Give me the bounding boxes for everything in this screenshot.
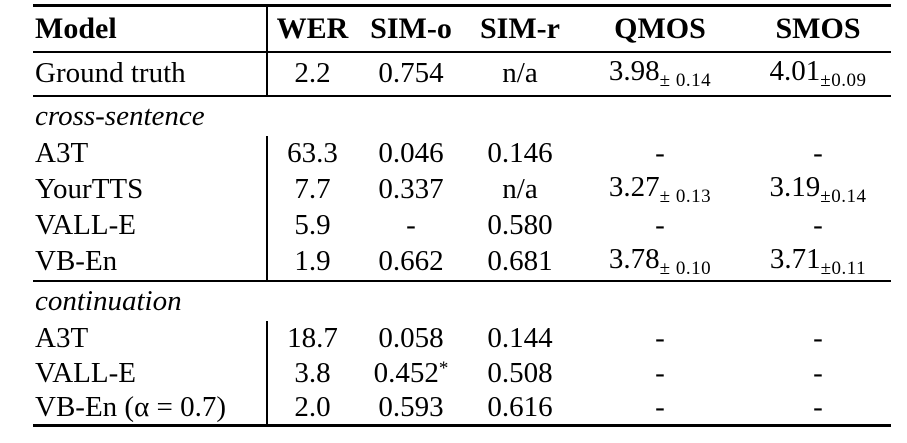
cell-model: VALL-E bbox=[35, 356, 136, 389]
cell-qmos: 3.78± 0.10 bbox=[575, 242, 745, 282]
cell-sim-o: 0.058 bbox=[378, 321, 444, 354]
cell-qmos: - bbox=[655, 208, 665, 241]
cell-wer: 2.0 bbox=[266, 390, 357, 426]
cell-sim-r: 0.508 bbox=[487, 356, 553, 389]
col-header-model: Model bbox=[33, 5, 267, 53]
cell-wer: 3.8 bbox=[266, 355, 357, 391]
cell-wer: 18.7 bbox=[266, 320, 357, 356]
col-header-qmos: QMOS bbox=[575, 5, 745, 53]
cell-sim-o: 0.593 bbox=[378, 390, 444, 423]
section-label-row-cross-sentence: cross-sentence bbox=[33, 96, 891, 136]
section-label: cross-sentence bbox=[35, 99, 205, 132]
table-row: VB-En 1.9 0.662 0.681 3.78± 0.10 3.71±0.… bbox=[33, 242, 891, 282]
cell-sim-o: 0.452* bbox=[357, 356, 465, 391]
cell-value: 0.452 bbox=[373, 356, 439, 389]
cell-sim-r: 0.681 bbox=[465, 242, 575, 282]
cell-wer: 5.9 bbox=[266, 207, 357, 243]
cell-wer: 7.7 bbox=[266, 170, 357, 208]
col-header-sim-r: SIM-r bbox=[465, 5, 575, 53]
cell-wer: 2.2 bbox=[266, 51, 357, 97]
header-row: Model WER SIM-o SIM-r QMOS SMOS bbox=[33, 5, 891, 53]
cell-value: 4.01 bbox=[769, 55, 821, 87]
cell-smos: - bbox=[813, 208, 823, 241]
table-row: VALL-E 5.9 - 0.580 - - bbox=[33, 207, 891, 243]
cell-model: VALL-E bbox=[35, 208, 136, 241]
cell-smos: - bbox=[813, 321, 823, 354]
cell-subscript: ±0.11 bbox=[820, 257, 867, 279]
cell-value: 3.98 bbox=[608, 55, 660, 87]
table-row: VB-En (α = 0.7) 2.0 0.593 0.616 - - bbox=[33, 390, 891, 426]
cell-sim-r: 0.616 bbox=[487, 390, 553, 423]
cell-qmos: - bbox=[655, 390, 665, 423]
table-row: YourTTS 7.7 0.337 n/a 3.27± 0.13 3.19±0.… bbox=[33, 170, 891, 208]
cell-sim-r: 0.146 bbox=[487, 136, 553, 169]
cell-smos: 4.01±0.09 bbox=[745, 51, 891, 97]
results-table: Model WER SIM-o SIM-r QMOS SMOS Ground t… bbox=[33, 4, 891, 427]
cell-qmos: - bbox=[655, 136, 665, 169]
cell-smos: 3.19±0.14 bbox=[745, 171, 891, 208]
cell-value: 3.19 bbox=[769, 170, 821, 203]
cell-model: A3T bbox=[35, 321, 89, 354]
cell-qmos: - bbox=[655, 356, 665, 389]
cell-sim-r: n/a bbox=[502, 172, 538, 205]
cell-qmos: - bbox=[655, 321, 665, 354]
cell-smos: - bbox=[813, 136, 823, 169]
section-label-row-continuation: continuation bbox=[33, 281, 891, 321]
cell-subscript: ± 0.13 bbox=[659, 185, 712, 207]
col-header-sim-o: SIM-o bbox=[357, 5, 465, 53]
cell-value: 3.78 bbox=[608, 242, 660, 275]
cell-subscript: ± 0.14 bbox=[659, 70, 712, 91]
cell-sim-o: 0.337 bbox=[378, 172, 444, 205]
cell-model: A3T bbox=[35, 136, 89, 169]
cell-sim-r: 0.580 bbox=[487, 208, 553, 241]
cell-qmos: 3.98± 0.14 bbox=[575, 51, 745, 97]
cell-sim-o: 0.662 bbox=[357, 242, 465, 282]
cell-sim-o: 0.046 bbox=[378, 136, 444, 169]
table-row: A3T 63.3 0.046 0.146 - - bbox=[33, 135, 891, 171]
cell-wer: 63.3 bbox=[266, 135, 357, 171]
cell-value: 3.71 bbox=[769, 242, 821, 275]
cell-model: VB-En (α = 0.7) bbox=[35, 390, 227, 423]
cell-subscript: ±0.14 bbox=[820, 185, 867, 207]
cell-model: VB-En bbox=[33, 242, 267, 282]
section-label: continuation bbox=[35, 284, 182, 317]
table-row: A3T 18.7 0.058 0.144 - - bbox=[33, 320, 891, 356]
cell-sim-r: n/a bbox=[465, 51, 575, 97]
table-row-ground-truth: Ground truth 2.2 0.754 n/a 3.98± 0.14 4.… bbox=[33, 51, 891, 97]
cell-subscript: ±0.09 bbox=[820, 70, 867, 91]
cell-model: Ground truth bbox=[33, 51, 267, 97]
cell-sim-o: - bbox=[406, 208, 416, 241]
cell-smos: 3.71±0.11 bbox=[745, 242, 891, 282]
cell-value: 3.27 bbox=[608, 170, 660, 203]
col-header-wer: WER bbox=[266, 5, 357, 53]
col-header-smos: SMOS bbox=[745, 5, 891, 53]
cell-wer: 1.9 bbox=[266, 242, 357, 282]
cell-subscript: ± 0.10 bbox=[659, 257, 712, 279]
table-row: VALL-E 3.8 0.452* 0.508 - - bbox=[33, 355, 891, 391]
cell-sim-r: 0.144 bbox=[487, 321, 553, 354]
cell-qmos: 3.27± 0.13 bbox=[575, 171, 745, 208]
cell-sim-o: 0.754 bbox=[357, 51, 465, 97]
cell-smos: - bbox=[813, 356, 823, 389]
cell-smos: - bbox=[813, 390, 823, 423]
cell-model: YourTTS bbox=[35, 172, 144, 205]
cell-superscript: * bbox=[438, 357, 449, 379]
